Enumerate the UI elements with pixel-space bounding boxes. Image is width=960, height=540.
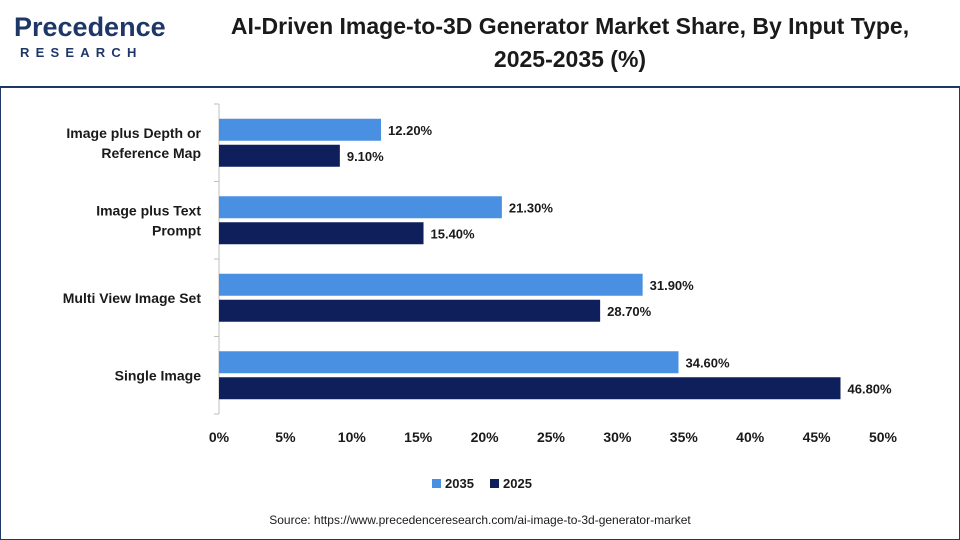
source-note: Source: https://www.precedenceresearch.c… <box>269 513 691 527</box>
category-label: Image plus Text <box>96 202 201 218</box>
bar-2025-2 <box>219 222 424 245</box>
legend-label-2035: 2035 <box>445 476 474 491</box>
chart-title: AI-Driven Image-to-3D Generator Market S… <box>230 13 910 72</box>
x-tick-label: 25% <box>537 429 566 445</box>
bar-2035-2 <box>219 196 502 219</box>
x-tick-label: 20% <box>471 429 500 445</box>
legend-swatch-2025 <box>490 479 499 488</box>
legend-label-2025: 2025 <box>503 476 532 491</box>
bar-2035-4 <box>219 351 679 374</box>
bar-2025-3 <box>219 299 601 322</box>
brand-name: Precedence <box>14 12 166 42</box>
brand-subtitle: RESEARCH <box>20 45 143 60</box>
legend-swatch-2035 <box>432 479 441 488</box>
bar-2025-1 <box>219 144 340 167</box>
bar-2035-3 <box>219 273 643 296</box>
x-tick-label: 35% <box>670 429 699 445</box>
data-label-2025-1: 9.10% <box>347 149 384 164</box>
x-tick-label: 45% <box>803 429 832 445</box>
data-label-2035-4: 34.60% <box>685 355 730 370</box>
header: Precedence RESEARCH AI-Driven Image-to-3… <box>0 0 960 88</box>
x-tick-label: 0% <box>209 429 230 445</box>
data-label-2025-2: 15.40% <box>431 226 476 241</box>
category-label: Reference Map <box>101 145 201 161</box>
bar-2035-1 <box>219 118 382 141</box>
data-label-2025-4: 46.80% <box>848 381 893 396</box>
data-label-2025-3: 28.70% <box>607 304 652 319</box>
brand-logo: Precedence RESEARCH <box>14 12 166 66</box>
category-label: Image plus Depth or <box>66 125 201 141</box>
data-label-2035-3: 31.90% <box>650 278 695 293</box>
category-label: Multi View Image Set <box>63 290 202 306</box>
x-tick-label: 5% <box>275 429 296 445</box>
x-tick-label: 15% <box>404 429 433 445</box>
category-label: Prompt <box>152 222 201 238</box>
category-label: Single Image <box>115 367 202 383</box>
data-label-2035-2: 21.30% <box>509 200 554 215</box>
x-tick-label: 50% <box>869 429 898 445</box>
data-label-2035-1: 12.20% <box>388 123 433 138</box>
x-tick-label: 40% <box>736 429 765 445</box>
x-tick-label: 30% <box>603 429 632 445</box>
bar-2025-4 <box>219 377 841 400</box>
x-tick-label: 10% <box>338 429 367 445</box>
